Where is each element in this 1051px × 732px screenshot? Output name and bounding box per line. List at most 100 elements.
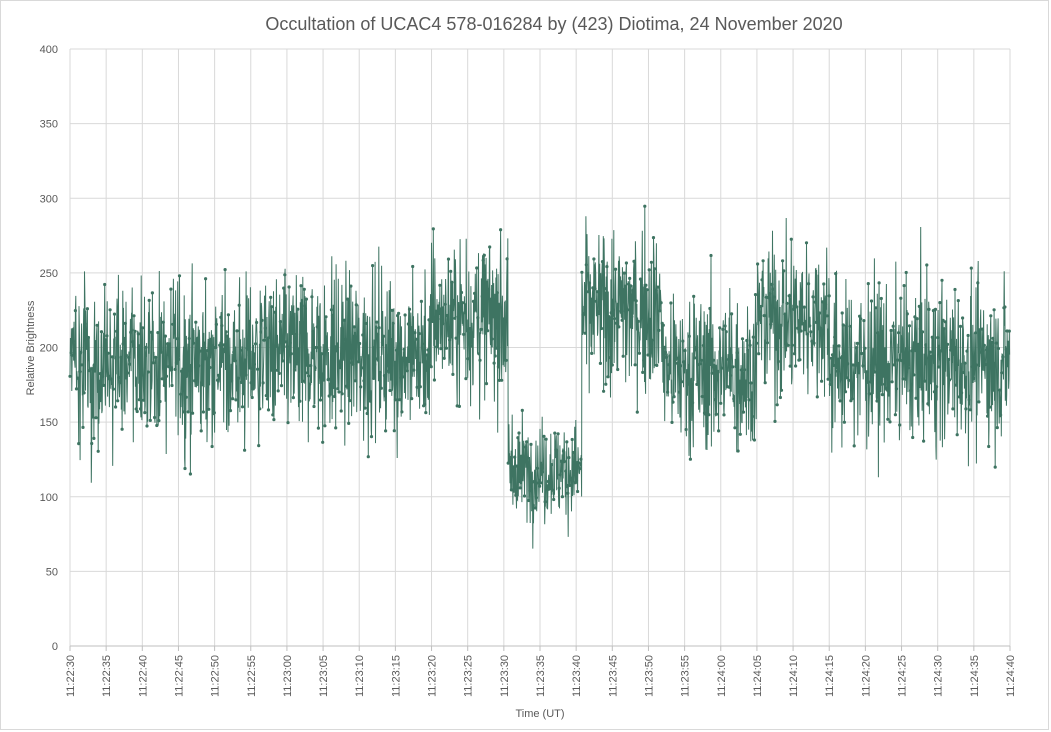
data-point — [432, 378, 436, 382]
data-point — [936, 336, 940, 340]
data-point — [900, 359, 904, 363]
data-point — [722, 413, 726, 417]
data-point — [695, 382, 699, 386]
data-point — [541, 470, 545, 474]
data-point — [584, 263, 588, 267]
data-point — [368, 399, 372, 403]
data-point — [747, 398, 751, 402]
data-point — [861, 364, 865, 368]
data-point — [860, 351, 864, 356]
data-point — [644, 283, 648, 287]
data-point — [944, 345, 949, 349]
y-tick-label: 300 — [40, 193, 58, 205]
data-point — [171, 322, 175, 326]
data-point — [492, 361, 496, 365]
data-point — [556, 432, 560, 436]
data-point — [646, 353, 650, 357]
data-point — [136, 332, 140, 336]
data-point — [558, 473, 562, 477]
data-point — [240, 405, 245, 409]
data-point — [302, 287, 306, 291]
data-point — [337, 390, 341, 394]
data-point — [69, 351, 73, 355]
data-point — [912, 373, 916, 377]
data-point — [163, 334, 167, 338]
data-point — [925, 263, 929, 267]
data-point — [766, 296, 771, 300]
data-point — [521, 467, 526, 471]
data-point — [466, 357, 470, 361]
data-point — [739, 368, 744, 372]
data-point — [283, 273, 287, 277]
data-point — [156, 331, 160, 335]
data-point — [99, 330, 104, 334]
data-point — [359, 385, 363, 389]
data-point — [250, 395, 254, 400]
data-point — [734, 364, 738, 368]
data-point — [891, 324, 895, 328]
data-point — [741, 410, 746, 414]
data-point — [211, 402, 215, 406]
data-point — [676, 356, 681, 360]
data-point — [496, 365, 500, 369]
data-point — [590, 351, 594, 355]
data-point — [238, 348, 242, 352]
data-point — [553, 431, 557, 435]
data-point — [237, 303, 241, 307]
data-point — [458, 306, 463, 310]
data-point — [310, 295, 314, 299]
data-point — [426, 348, 430, 352]
data-point — [973, 367, 977, 371]
data-point — [783, 312, 787, 316]
data-point — [845, 376, 849, 380]
data-point — [790, 343, 795, 347]
data-point — [516, 436, 520, 440]
data-point — [706, 390, 710, 394]
data-point — [445, 313, 449, 318]
data-point — [533, 506, 537, 510]
data-point — [518, 486, 522, 490]
data-point — [263, 326, 267, 330]
data-point — [560, 495, 565, 499]
data-point — [546, 479, 550, 484]
data-point — [836, 369, 840, 373]
data-point — [763, 381, 767, 385]
data-point — [309, 364, 313, 368]
data-point — [635, 410, 639, 414]
data-point — [949, 348, 953, 352]
data-point — [691, 401, 695, 405]
data-point — [830, 353, 835, 357]
data-point — [772, 295, 776, 299]
data-point — [712, 363, 716, 368]
data-point — [976, 281, 980, 285]
data-point — [457, 404, 461, 408]
data-point — [933, 307, 938, 311]
data-point — [873, 370, 877, 374]
data-point — [892, 363, 896, 367]
data-point — [290, 331, 294, 335]
data-point — [904, 270, 908, 275]
data-point — [918, 327, 922, 331]
data-point — [98, 372, 102, 376]
data-point — [986, 414, 990, 418]
data-point — [484, 382, 489, 386]
data-point — [784, 341, 788, 346]
data-point — [481, 258, 485, 262]
data-point — [352, 325, 356, 329]
data-point — [750, 414, 754, 419]
data-point — [595, 290, 599, 294]
data-point — [585, 273, 590, 277]
data-point — [208, 365, 212, 370]
data-point — [220, 324, 224, 328]
data-point — [305, 371, 310, 375]
data-point — [724, 330, 728, 334]
data-point — [991, 336, 995, 340]
data-point — [473, 291, 477, 295]
data-point — [354, 303, 358, 307]
data-point — [833, 335, 837, 339]
data-point — [407, 307, 412, 311]
data-point — [685, 375, 689, 379]
data-point — [794, 364, 798, 368]
data-point — [740, 337, 745, 341]
data-point — [435, 345, 439, 349]
